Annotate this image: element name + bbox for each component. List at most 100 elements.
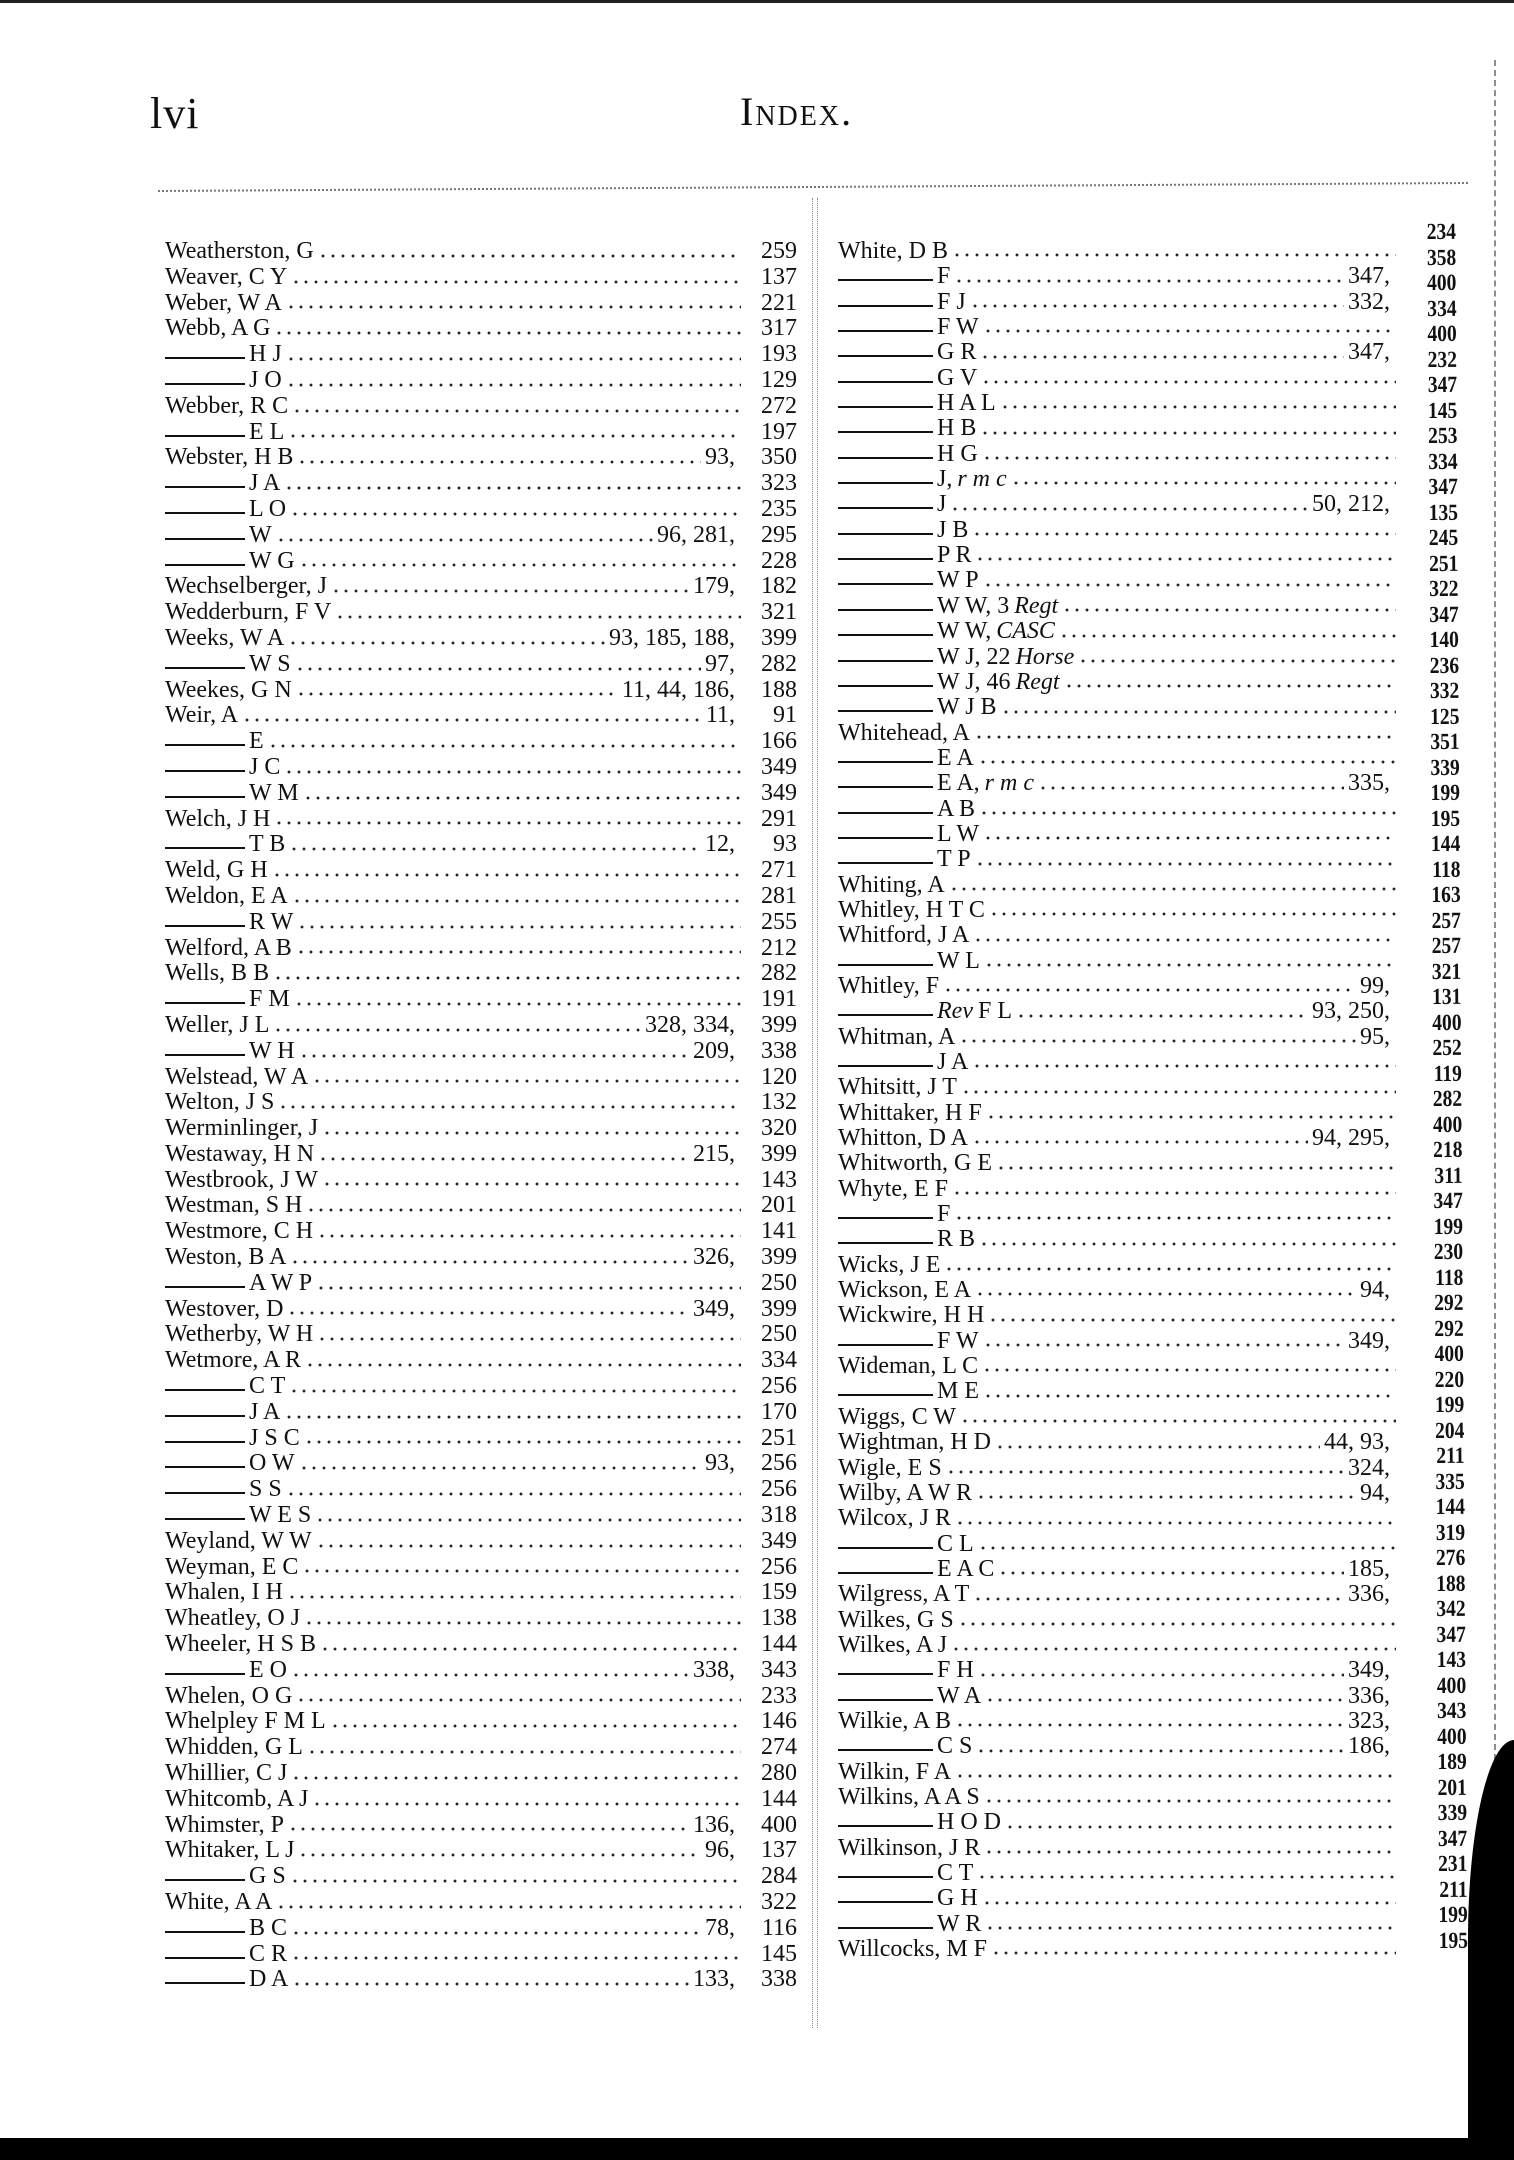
- dot-leader: [981, 455, 1396, 462]
- dot-leader: [296, 1697, 741, 1704]
- entry-name: Whyte, E F: [838, 1175, 948, 1202]
- entry-page: 131: [1431, 983, 1462, 1010]
- index-entry: W J, 22 Horse: [838, 644, 1400, 670]
- index-entry: W A 336,: [838, 1683, 1400, 1709]
- entry-references: 185,: [1348, 1555, 1390, 1582]
- dot-leader: [988, 1316, 1396, 1323]
- entry-name: Whitford, J A: [838, 922, 970, 949]
- entry-name: Whitley, F: [838, 972, 940, 999]
- entry-page: 342: [1436, 1595, 1466, 1622]
- entry-name: G H: [937, 1885, 978, 1912]
- index-entry: Whitaker, L J 96, 137: [165, 1838, 797, 1864]
- entry-page: 144: [761, 1785, 797, 1812]
- dot-leader: [945, 1468, 1344, 1475]
- dot-leader: [295, 691, 618, 698]
- dot-leader: [955, 1772, 1396, 1779]
- index-entry: F: [838, 1201, 1400, 1227]
- dot-leader: [1062, 607, 1396, 614]
- dot-leader: [983, 1392, 1396, 1399]
- entry-page: 323: [761, 470, 797, 497]
- ditto-dash: [165, 847, 245, 850]
- index-entry: Webster, H B 93, 350: [165, 445, 797, 471]
- entry-page: 145: [1427, 397, 1458, 423]
- entry-page: 204: [1434, 1417, 1465, 1443]
- ditto-dash: [838, 558, 933, 561]
- dot-leader: [298, 1852, 701, 1859]
- index-entry: J A: [838, 1049, 1400, 1075]
- entry-page: 218: [1433, 1136, 1463, 1163]
- ditto-dash: [838, 482, 933, 485]
- entry-references: 338,: [693, 1656, 735, 1683]
- entry-page: 400: [1427, 320, 1457, 347]
- entry-page: 146: [761, 1708, 797, 1735]
- entry-page: 195: [1430, 805, 1461, 831]
- entry-name: Whimster, P: [165, 1811, 285, 1838]
- dot-leader: [305, 1362, 741, 1369]
- dot-leader: [957, 1620, 1396, 1627]
- entry-page: 282: [761, 650, 797, 677]
- ditto-dash: [165, 1492, 245, 1495]
- entry-name: Whitton, D A: [838, 1125, 968, 1152]
- entry-references: 94,: [1360, 1277, 1390, 1304]
- entry-page: 400: [1432, 1009, 1462, 1035]
- index-entry: Whitman, A 95,: [838, 1024, 1400, 1050]
- dot-leader: [1063, 683, 1396, 690]
- index-entry: H O D: [838, 1809, 1400, 1835]
- index-entry: E A: [838, 744, 1400, 771]
- index-entry: J S C 251: [165, 1424, 797, 1452]
- dot-leader: [985, 1925, 1396, 1932]
- entry-references: 323,: [1348, 1707, 1390, 1734]
- entry-page: 400: [1432, 1111, 1463, 1137]
- entry-page: 251: [761, 1424, 797, 1451]
- entry-page: 144: [1435, 1493, 1466, 1520]
- dot-leader: [242, 717, 702, 724]
- dot-leader: [267, 742, 741, 749]
- index-entry: Whidden, G L 274: [165, 1734, 797, 1761]
- entry-name: Wilkinson, J R: [838, 1834, 981, 1861]
- entry-name: J A: [937, 1049, 969, 1075]
- dot-leader: [290, 510, 741, 517]
- entry-page: 221: [761, 289, 797, 316]
- index-entry: Wilkes, G S: [838, 1607, 1400, 1633]
- index-entry: C T 256: [165, 1373, 797, 1400]
- page-number: lvi: [150, 89, 200, 138]
- entry-page: 400: [1426, 269, 1457, 296]
- index-entry: H B: [838, 416, 1400, 441]
- ditto-dash: [165, 1672, 245, 1675]
- entry-name: Welton, J S: [165, 1089, 275, 1116]
- index-entry: W P: [838, 568, 1400, 593]
- index-entry: Westman, S H 201: [165, 1193, 797, 1219]
- entry-name: Whiting, A: [838, 871, 945, 898]
- entry-page: 163: [1431, 881, 1461, 908]
- entry-page: 201: [761, 1192, 797, 1219]
- entry-page: 234: [1426, 218, 1457, 245]
- entry-name: Wiggs, C W: [838, 1403, 956, 1430]
- index-entry: Wheeler, H S B 144: [165, 1631, 797, 1658]
- ditto-dash: [838, 1014, 933, 1017]
- dot-leader: [955, 1519, 1396, 1526]
- dot-leader: [291, 1774, 741, 1781]
- entry-page: 347: [1429, 601, 1459, 627]
- entry-page: 140: [1429, 626, 1459, 653]
- dot-leader: [1005, 1823, 1396, 1830]
- entry-page: 322: [1429, 575, 1459, 602]
- entry-qualifier: r m c: [957, 466, 1007, 493]
- entry-name: Wetmore, A R: [165, 1347, 302, 1374]
- entry-name: E A: [937, 744, 974, 771]
- dot-leader: [297, 459, 701, 466]
- index-entry: W S 97, 282: [165, 650, 797, 678]
- entry-page: 351: [1430, 728, 1460, 755]
- entry-references: 94, 295,: [1312, 1125, 1390, 1152]
- entry-name: Weld, G H: [165, 857, 268, 884]
- entry-name: Wilkie, A B: [838, 1707, 952, 1734]
- dot-leader: [312, 1078, 741, 1085]
- index-entry: White, D B: [838, 238, 1400, 264]
- index-entry: Weyland, W W 349: [165, 1528, 797, 1555]
- dot-leader: [973, 936, 1396, 943]
- entry-name: F: [937, 263, 951, 290]
- entry-page: 188: [1436, 1570, 1466, 1596]
- entry-name: C T: [249, 1373, 286, 1400]
- entry-page: 400: [761, 1811, 797, 1838]
- entry-references: 97,: [705, 650, 735, 677]
